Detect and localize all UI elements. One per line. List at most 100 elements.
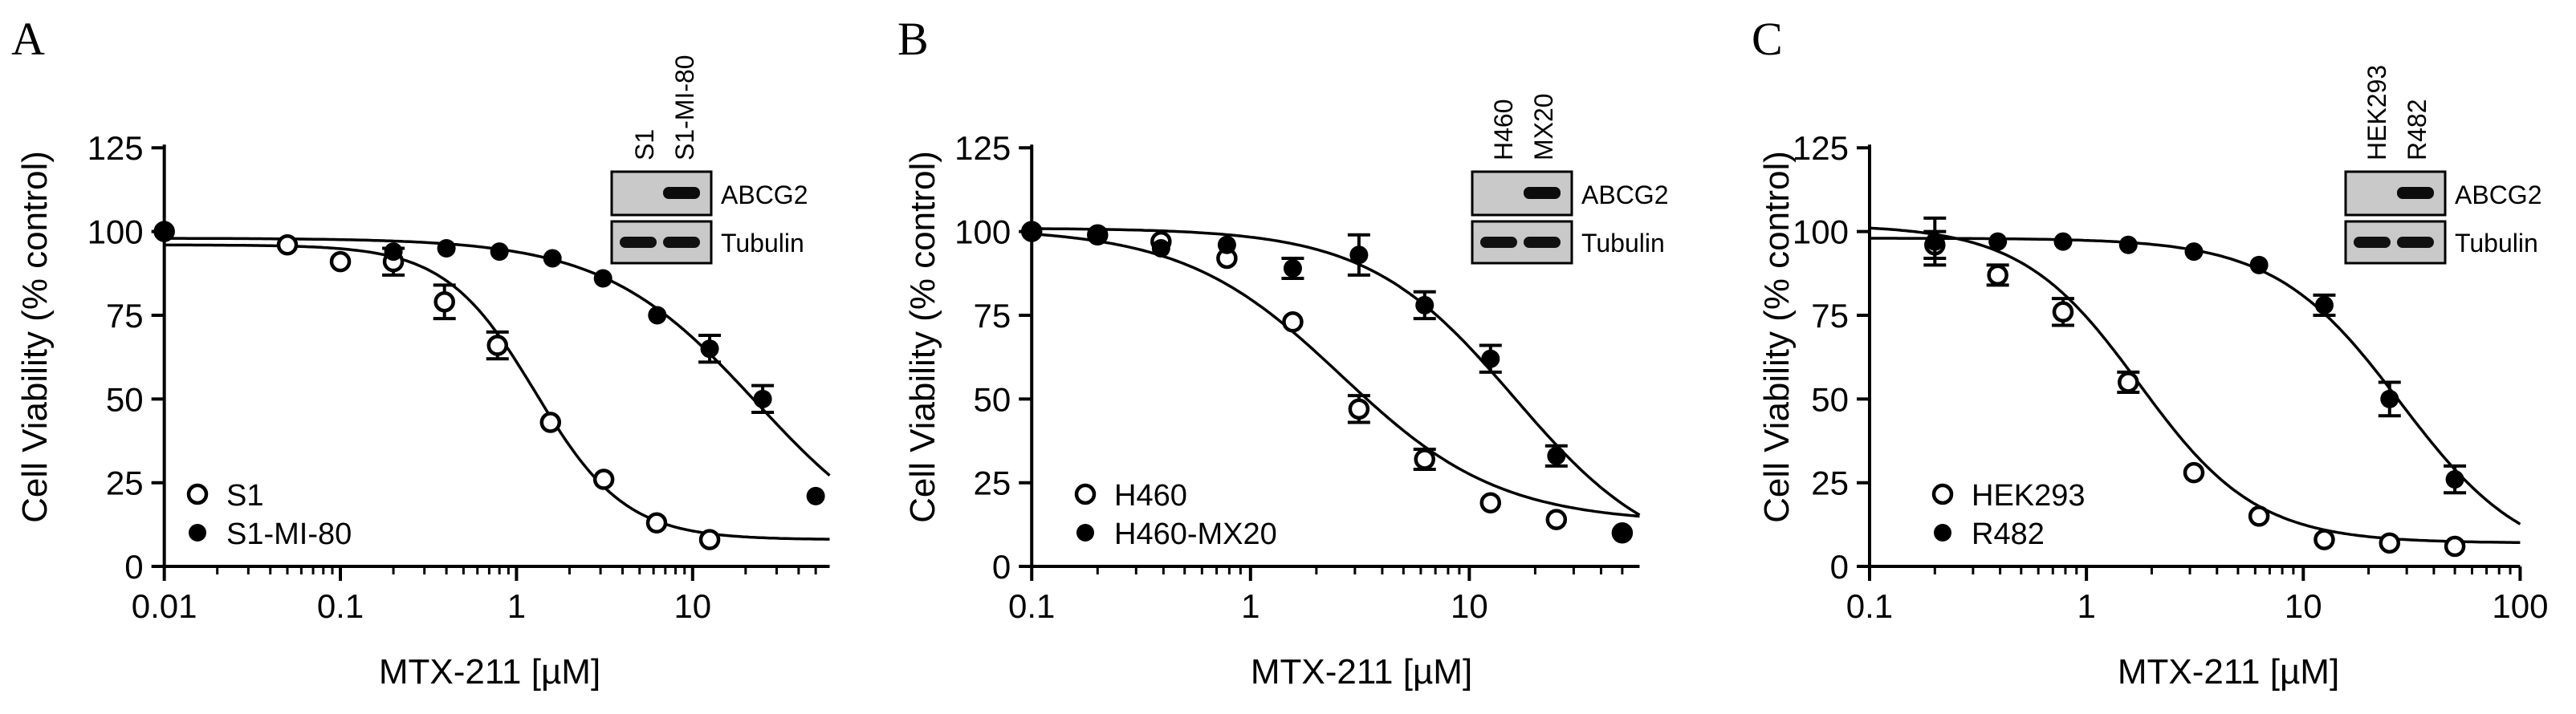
y-tick-label: 0 (124, 548, 143, 586)
y-tick-label: 125 (954, 129, 1011, 167)
data-point-filled (437, 238, 456, 258)
y-tick-label: 125 (1793, 129, 1849, 167)
blot-lane-label: HEK293 (2362, 65, 2391, 160)
fit-curve (164, 243, 830, 541)
data-point-filled (1217, 235, 1236, 254)
data-point-filled (1415, 295, 1435, 314)
legend-label: S1 (226, 479, 263, 513)
x-axis-label: MTX-211 [µM] (1251, 652, 1472, 692)
blot-row-label: Tubulin (2455, 229, 2538, 258)
data-point-filled (1988, 232, 2008, 251)
panel-label: B (897, 13, 929, 65)
data-point-open (2314, 529, 2335, 550)
legend-filled-circle-marker (1076, 524, 1094, 542)
western-blot-inset: HEK293 R482 ABCG2 Tubulin (2344, 65, 2541, 265)
blot-lane-label: MX20 (1529, 93, 1558, 160)
data-point-filled (753, 389, 772, 408)
y-tick-label: 0 (1830, 548, 1849, 586)
y-tick-label: 75 (106, 297, 144, 335)
data-point-filled (1613, 523, 1632, 542)
blot-lane-label: S1 (630, 129, 659, 160)
blot-band (1480, 237, 1517, 248)
data-points (153, 221, 825, 550)
data-point-open (486, 335, 508, 356)
panel-c: C Cell Viability (% control) MTX-211 [µM… (1752, 13, 2548, 692)
data-point-open (433, 290, 455, 313)
legend-filled-circle-marker (189, 524, 206, 542)
data-point-filled (384, 242, 403, 262)
axes: 0 25 50 75 100 125 0.1 1 10 100 (1793, 129, 2549, 625)
western-blot-inset: S1 S1-MI-80 ABCG2 Tubulin (610, 55, 808, 265)
data-point-open (2379, 532, 2401, 554)
blot-band (2397, 237, 2434, 248)
blot-lane-label: H460 (1489, 99, 1518, 161)
axes: 0 25 50 75 100 125 0.1 1 10 (954, 129, 1640, 625)
data-point-filled (806, 486, 825, 505)
western-blot-inset: H460 MX20 ABCG2 Tubulin (1471, 93, 1668, 265)
data-point-open (2248, 505, 2270, 527)
blot-band (2354, 237, 2391, 248)
data-point-open (1414, 448, 1435, 470)
data-point-open (329, 250, 352, 273)
data-point-open (1987, 264, 2008, 286)
data-point-filled (1547, 446, 1566, 465)
data-point-open (698, 529, 721, 550)
blot-band (2397, 187, 2434, 199)
y-tick-label: 100 (87, 213, 144, 251)
x-axis-label: MTX-211 [µM] (2118, 652, 2339, 692)
panel-label: C (1752, 13, 1783, 65)
blot-row-label: ABCG2 (1581, 181, 1668, 209)
legend: HEK293 R482 (1931, 479, 2086, 551)
legend-open-circle-marker (1931, 483, 1954, 505)
legend-label: H460 (1114, 479, 1187, 513)
y-tick-label: 50 (1811, 380, 1849, 418)
data-point-filled (1022, 222, 1041, 241)
blot-lane-label: R482 (2403, 99, 2432, 161)
y-tick-label: 25 (1811, 465, 1849, 502)
data-point-open (1348, 398, 1370, 420)
data-point-open (2118, 371, 2139, 393)
data-point-open (2052, 301, 2074, 323)
blot-abcg2-strip (2344, 170, 2447, 217)
x-tick-label: 0.01 (132, 587, 197, 625)
x-tick-label: 1 (507, 587, 526, 625)
fit-curves (164, 237, 831, 541)
fit-curve (1032, 232, 1640, 518)
blot-band (663, 187, 700, 199)
fit-curve (1032, 227, 1641, 517)
blot-band (663, 237, 700, 248)
data-point-open (2183, 461, 2205, 484)
data-point-filled (543, 249, 562, 268)
data-point-filled (2380, 389, 2399, 408)
y-tick-label: 100 (954, 213, 1011, 251)
legend-open-circle-marker (186, 483, 209, 505)
legend-label: HEK293 (1972, 479, 2086, 513)
y-axis-label: Cell Viability (% control) (903, 151, 942, 523)
x-tick-label: 10 (674, 587, 711, 625)
data-point-open (1545, 509, 1568, 530)
legend: S1 S1-MI-80 (186, 479, 352, 551)
y-tick-label: 75 (1811, 297, 1849, 335)
data-point-filled (1481, 349, 1500, 368)
legend: H460 H460-MX20 (1074, 479, 1277, 551)
y-tick-label: 50 (974, 380, 1011, 418)
blot-band (1524, 237, 1561, 248)
data-point-open (276, 234, 299, 256)
blot-row-label: ABCG2 (2455, 181, 2541, 209)
legend-label: H460-MX20 (1114, 517, 1277, 551)
y-tick-label: 75 (974, 297, 1011, 335)
x-axis-label: MTX-211 [µM] (379, 652, 600, 692)
x-tick-label: 1 (1241, 587, 1260, 625)
data-points (1923, 216, 2467, 558)
data-point-filled (1283, 258, 1302, 278)
blot-band (1524, 187, 1561, 199)
data-points (1020, 221, 1634, 544)
data-point-filled (648, 306, 667, 325)
x-tick-label: 0.1 (1008, 587, 1055, 625)
y-tick-label: 100 (1793, 213, 1849, 251)
x-tick-label: 10 (2285, 587, 2322, 625)
legend-filled-circle-marker (1934, 524, 1951, 542)
y-tick-label: 0 (992, 548, 1011, 586)
blot-band (620, 237, 657, 248)
data-point-filled (2249, 255, 2269, 274)
